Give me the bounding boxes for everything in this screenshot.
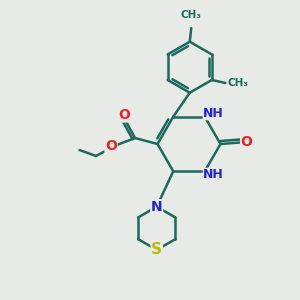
Text: NH: NH	[203, 106, 224, 120]
Text: CH₃: CH₃	[181, 10, 202, 20]
Text: N: N	[151, 200, 163, 214]
Text: NH: NH	[203, 168, 224, 182]
Text: O: O	[105, 139, 117, 152]
Text: O: O	[118, 108, 130, 122]
Text: O: O	[241, 136, 253, 149]
Text: S: S	[151, 242, 162, 257]
Text: CH₃: CH₃	[228, 78, 249, 88]
